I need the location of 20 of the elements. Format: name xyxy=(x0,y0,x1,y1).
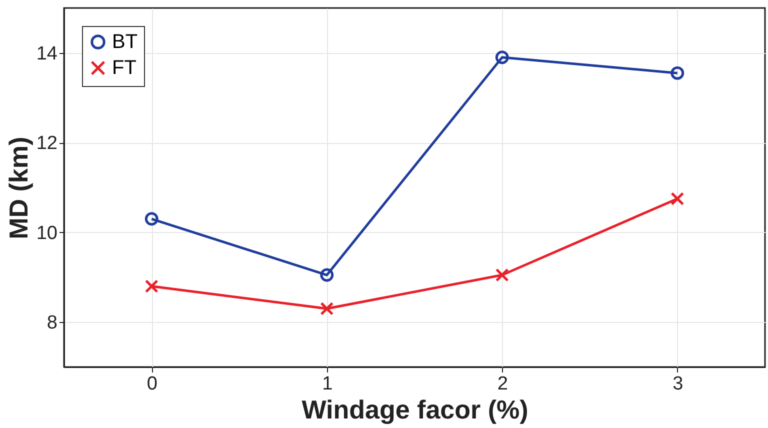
point xyxy=(320,302,334,316)
x-tick-label: 0 xyxy=(146,374,158,394)
point xyxy=(144,280,158,293)
point xyxy=(670,192,684,206)
y-tick-label: 8 xyxy=(46,312,58,334)
legend-label: BT xyxy=(112,31,138,53)
x-axis-title: Windage facor (%) xyxy=(302,394,528,424)
y-tick-label: 12 xyxy=(36,133,58,154)
x-tick-label: 2 xyxy=(497,374,508,394)
x-tick-label: 3 xyxy=(672,374,684,394)
point xyxy=(670,66,684,80)
point xyxy=(320,268,334,282)
point xyxy=(495,268,509,282)
y-tick-label: 14 xyxy=(36,43,58,64)
y-axis-title: MD (km) xyxy=(3,136,34,240)
y-tick-label: 10 xyxy=(36,222,58,244)
point xyxy=(495,50,509,64)
point xyxy=(144,212,158,226)
x-tick-label: 1 xyxy=(322,374,333,394)
legend-label: FT xyxy=(112,57,136,79)
